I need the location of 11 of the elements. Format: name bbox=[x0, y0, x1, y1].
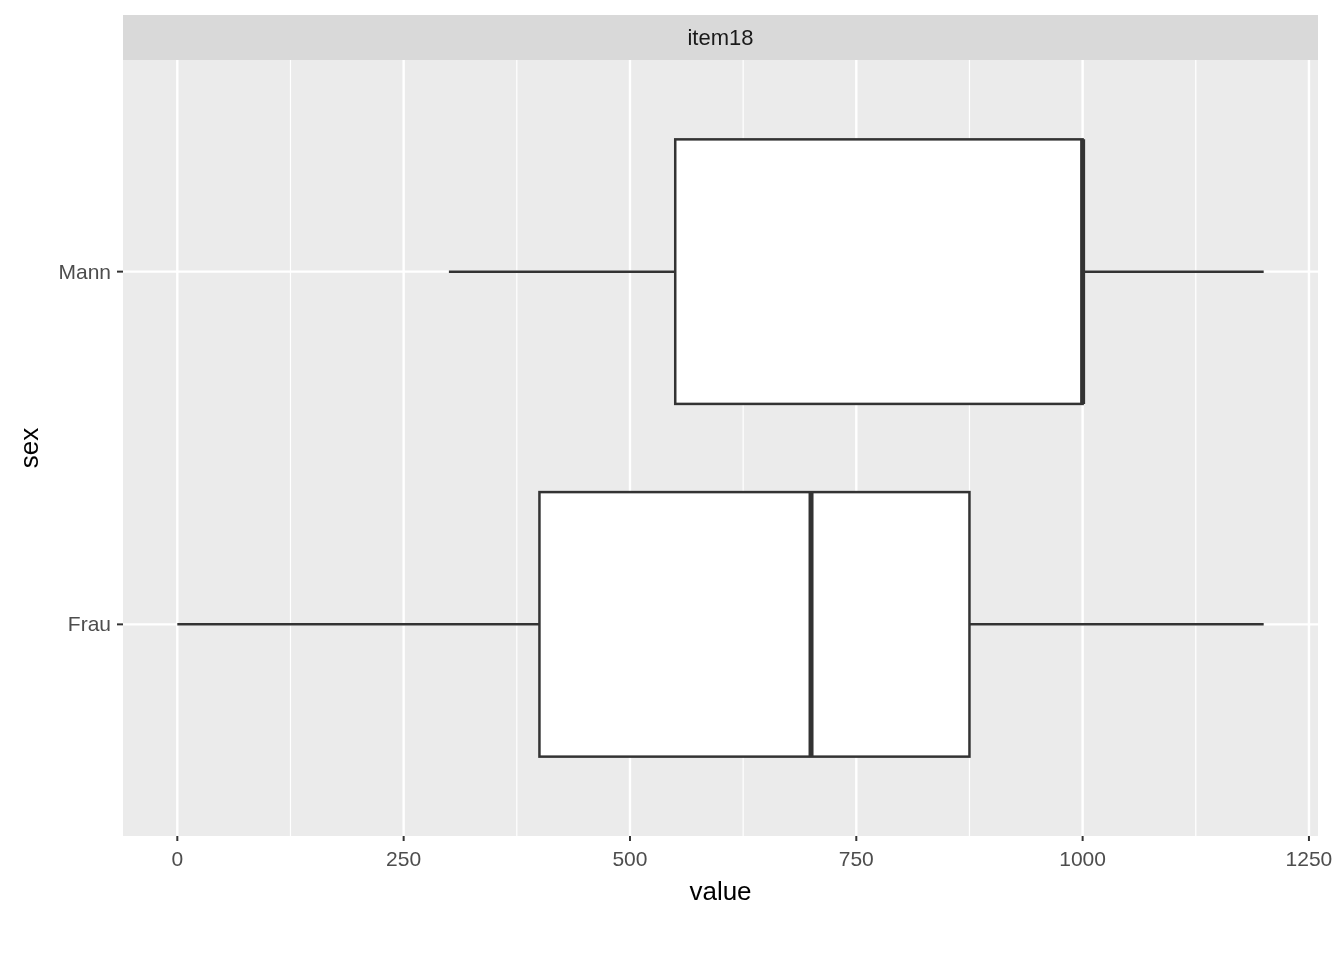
y-axis-title: sex bbox=[14, 427, 44, 469]
x-tick-label: 250 bbox=[386, 847, 422, 870]
y-tick-label: Frau bbox=[67, 612, 111, 636]
x-tick-label: 1250 bbox=[1285, 847, 1333, 870]
chart-title: item18 bbox=[687, 25, 754, 50]
x-tick-label: 0 bbox=[171, 847, 184, 870]
x-tick-label: 1000 bbox=[1059, 847, 1106, 870]
y-tick-label: Mann bbox=[58, 259, 111, 283]
x-tick-label: 500 bbox=[612, 847, 648, 870]
x-tick-label: 750 bbox=[838, 847, 874, 870]
x-axis-title: value bbox=[689, 876, 752, 906]
